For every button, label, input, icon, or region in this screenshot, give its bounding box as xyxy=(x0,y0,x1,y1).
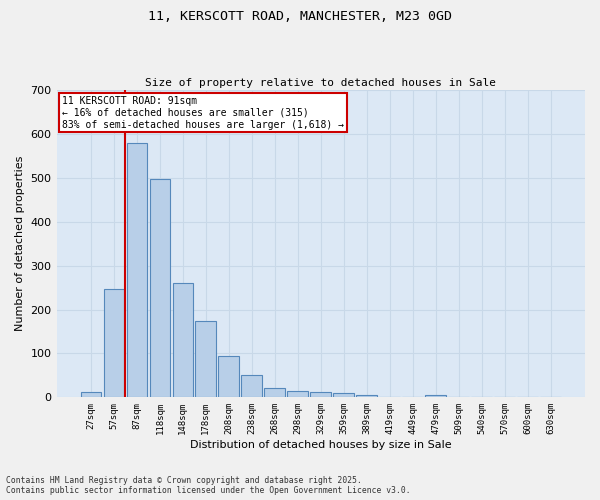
Bar xyxy=(425,395,446,398)
Text: 11 KERSCOTT ROAD: 91sqm
← 16% of detached houses are smaller (315)
83% of semi-d: 11 KERSCOTT ROAD: 91sqm ← 16% of detache… xyxy=(62,96,344,130)
Bar xyxy=(310,392,331,398)
Bar xyxy=(334,393,354,398)
Bar xyxy=(127,143,147,398)
Bar xyxy=(173,283,193,398)
X-axis label: Distribution of detached houses by size in Sale: Distribution of detached houses by size … xyxy=(190,440,452,450)
Bar xyxy=(287,391,308,398)
Bar xyxy=(241,376,262,398)
Bar xyxy=(104,290,124,398)
Bar xyxy=(265,388,285,398)
Bar xyxy=(149,179,170,398)
Bar xyxy=(356,395,377,398)
Bar xyxy=(218,356,239,398)
Bar xyxy=(196,322,216,398)
Y-axis label: Number of detached properties: Number of detached properties xyxy=(15,156,25,332)
Title: Size of property relative to detached houses in Sale: Size of property relative to detached ho… xyxy=(145,78,496,88)
Text: Contains HM Land Registry data © Crown copyright and database right 2025.
Contai: Contains HM Land Registry data © Crown c… xyxy=(6,476,410,495)
Text: 11, KERSCOTT ROAD, MANCHESTER, M23 0GD: 11, KERSCOTT ROAD, MANCHESTER, M23 0GD xyxy=(148,10,452,23)
Bar xyxy=(80,392,101,398)
